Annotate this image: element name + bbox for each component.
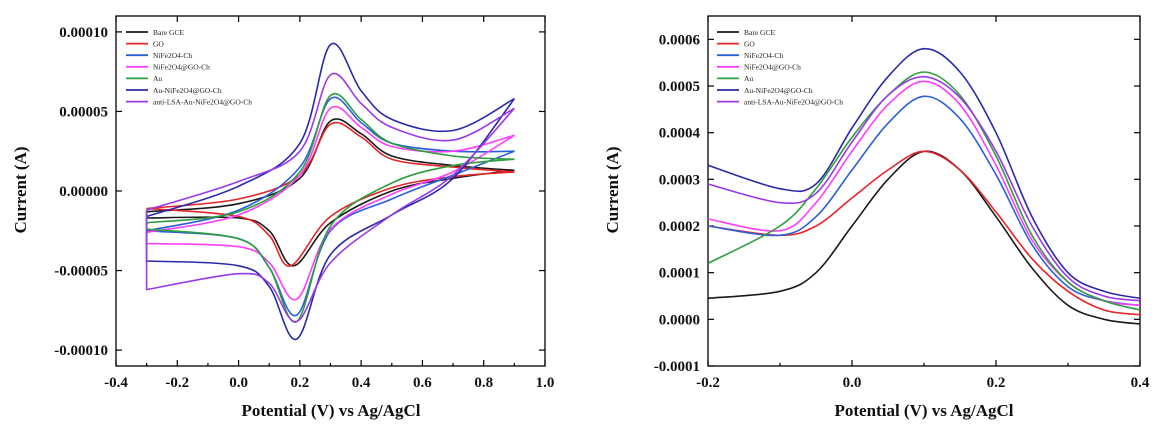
series-line-0 [708,150,1140,325]
x-tick-label: 0.0 [229,375,248,391]
x-tick-label: -0.2 [696,375,720,391]
x-tick-label: 0.8 [474,375,493,391]
series-line-3 [145,105,515,301]
series-line-2 [708,95,1140,307]
legend-entry-label: NiFe2O4-Ch [153,51,192,60]
cv-chart: -0.4 -0.2 0.0 0.2 0.4 0.6 0.8 1.0 0.00010 0.00005… [11,15,555,420]
y-tick-label: -0.00010 [54,343,108,359]
legend: Bare GCE GO NiFe2O4-Ch NiFe2O4@GO-Ch Au Au-Ni… [126,28,252,106]
y-tick-label: 0.0002 [659,219,700,235]
y-tick-label: 0.0005 [659,79,700,95]
x-tick-label: 0.2 [987,375,1006,391]
series-line-4 [145,92,515,323]
x-tick-label: 0.4 [1131,375,1150,391]
legend-entry-label: anti-LSA-Au-NiFe2O4@GO-Ch [744,97,843,106]
series-line-3 [708,80,1140,307]
legend-entry-label: Au-NiFe2O4@GO-Ch [744,86,813,95]
series-line-6 [708,75,1140,302]
series-line-4 [708,71,1140,311]
y-tick-label: 0.0004 [659,126,701,142]
legend-entry-label: Au-NiFe2O4@GO-Ch [153,86,222,95]
series-group [145,42,516,340]
series-line-5 [708,47,1140,300]
legend-entry-label: anti-LSA-Au-NiFe2O4@GO-Ch [153,97,252,106]
legend-entry-label: Au [744,74,753,83]
x-tick-label: 0.0 [843,375,862,391]
x-tick-label: 1.0 [536,375,555,391]
series-line-0 [145,118,515,267]
legend-entry-label: NiFe2O4@GO-Ch [744,63,801,72]
x-tick-label: 0.2 [290,375,309,391]
y-tick-label: 0.00005 [59,104,108,120]
legend-entry-label: GO [153,39,164,48]
series-group [708,47,1140,325]
x-axis-label: Potential (V) vs Ag/AgCl [835,401,1014,420]
series-line-5 [145,42,516,340]
series-line-2 [146,96,515,317]
y-tick-label: -0.00005 [54,264,108,280]
legend-entry-label: Au [153,74,162,83]
dpv-chart: -0.2 0.0 0.2 0.4 0.0006 0.0005 0.0004 0.0003 0.0… [603,15,1150,420]
series-line-1 [708,150,1140,316]
x-tick-label: 0.4 [352,375,371,391]
legend: Bare GCE GO NiFe2O4-Ch NiFe2O4@GO-Ch Au Au-Ni… [717,28,843,106]
x-tick-label: 0.6 [413,375,432,391]
y-tick-label: 0.00000 [59,184,108,200]
legend-entry-label: NiFe2O4@GO-Ch [153,63,210,72]
series-line-6 [145,72,515,323]
y-tick-label: 0.0000 [659,312,700,328]
legend-entry-label: NiFe2O4-Ch [744,51,783,60]
x-axis-label: Potential (V) vs Ag/AgCl [242,401,421,420]
legend-entry-label: Bare GCE [744,28,775,37]
x-tick-label: -0.2 [165,375,189,391]
y-tick-label: 0.0003 [659,172,700,188]
legend-entry-label: GO [744,39,755,48]
y-axis-label: Current (A) [603,146,622,233]
y-tick-label: 0.0001 [659,266,700,282]
y-axis-label: Current (A) [11,146,30,233]
y-tick-label: 0.0006 [659,32,701,48]
legend-entry-label: Bare GCE [153,28,184,37]
y-tick-label: 0.00010 [59,25,108,41]
x-tick-label: -0.4 [104,375,128,391]
y-tick-label: -0.0001 [654,359,700,375]
